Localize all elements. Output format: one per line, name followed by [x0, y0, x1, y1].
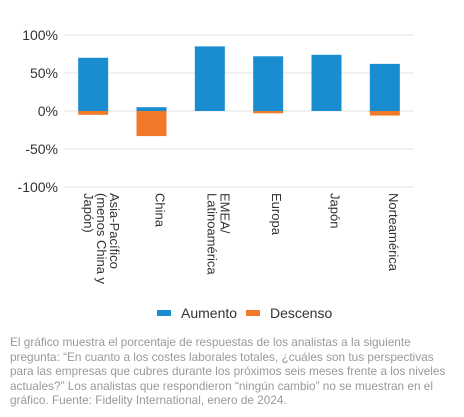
bar-descenso [78, 111, 109, 115]
bar-aumento [78, 57, 109, 111]
y-tick-label: 50% [30, 65, 58, 81]
chart-caption: El gráfico muestra el porcentaje de resp… [10, 335, 446, 407]
y-tick-label: -50% [25, 141, 58, 157]
legend-label-descenso: Descenso [270, 305, 333, 321]
legend-swatch-descenso [246, 310, 260, 316]
x-tick-label: Latinoamérica [204, 193, 219, 275]
legend: Aumento Descenso [0, 305, 464, 321]
legend-item-aumento: Aumento [157, 305, 237, 321]
bar-descenso [136, 111, 167, 137]
bar-chart: 100% 50% 0% -50% -100% Asia-Pacífico(menos Ch… [18, 27, 414, 285]
x-tick-label: (menos China y [94, 193, 109, 285]
bar-descenso [369, 111, 400, 116]
bar-aumento [136, 107, 167, 111]
legend-swatch-aumento [157, 310, 171, 316]
y-tick-label: 100% [22, 27, 58, 43]
bar-aumento [369, 63, 400, 111]
x-tick-label: Europa [269, 193, 284, 236]
x-tick-label: Japón) [81, 193, 96, 233]
legend-item-descenso: Descenso [246, 305, 332, 321]
x-tick-label: China [153, 193, 168, 228]
bar-aumento [253, 56, 284, 111]
legend-label-aumento: Aumento [181, 305, 238, 321]
x-tick-label: Asia-Pacífico [107, 193, 122, 269]
x-tick-label: Norteamérica [386, 193, 401, 272]
bar-aumento [194, 46, 225, 111]
x-tick-label: EMEA/ [217, 193, 232, 234]
bar-descenso [253, 111, 284, 114]
x-tick-label: Japón [328, 193, 343, 228]
y-tick-label: -100% [18, 179, 58, 195]
bar-aumento [311, 54, 342, 111]
y-tick-label: 0% [38, 103, 58, 119]
